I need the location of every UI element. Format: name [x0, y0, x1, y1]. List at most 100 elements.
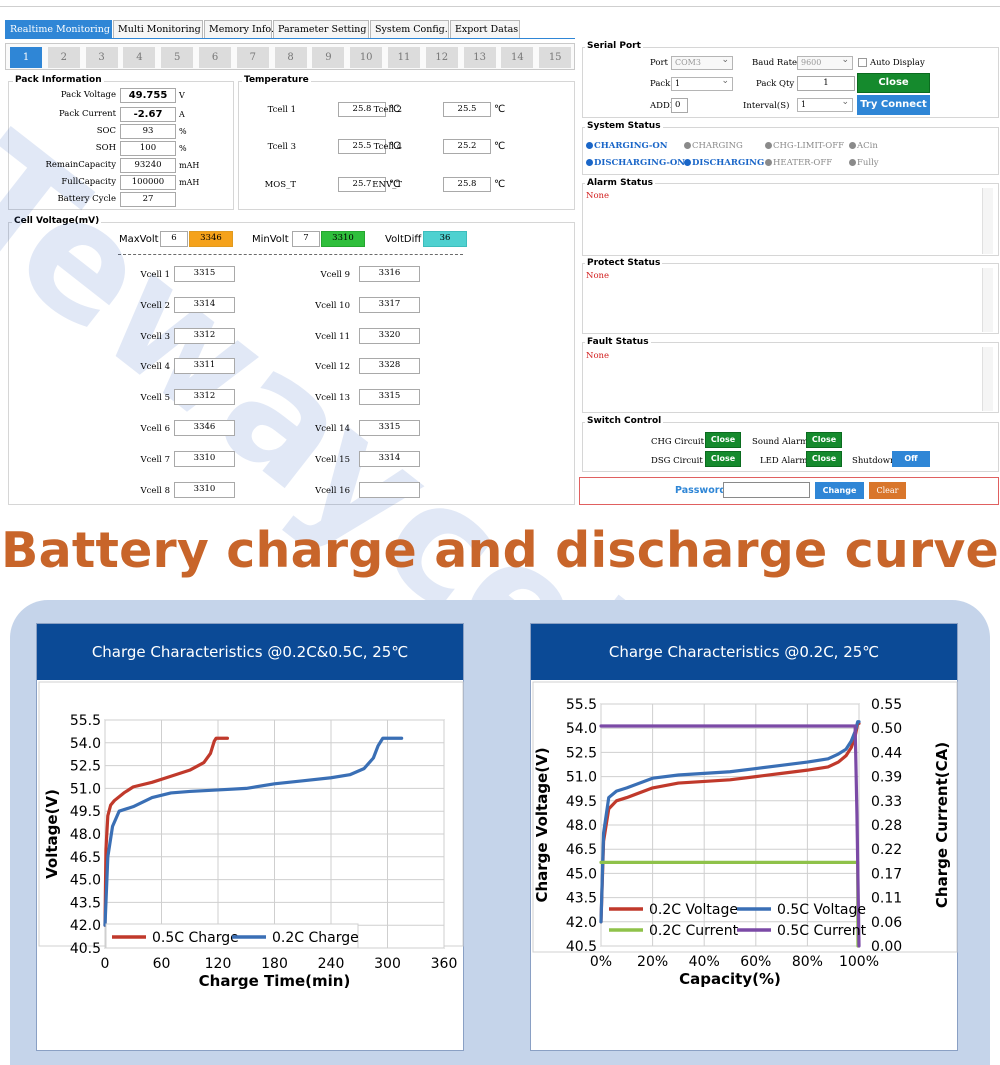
- vcell-6-value: 3346: [174, 420, 235, 436]
- interval-select[interactable]: 1: [797, 96, 853, 112]
- led-alarm-button[interactable]: Close: [806, 451, 842, 467]
- legend-label: 0.2C Current: [649, 923, 739, 939]
- pack-tab-3[interactable]: 3: [85, 47, 118, 68]
- alarm-scrollbar[interactable]: [982, 188, 993, 254]
- vcell-3-label: Vcell 3: [140, 331, 170, 342]
- tcell-1-value: 25.8: [338, 102, 386, 117]
- y2-tick-label: 0.33: [871, 794, 902, 810]
- change-password-button[interactable]: Change: [815, 482, 864, 499]
- shutdown-button[interactable]: Off: [892, 451, 930, 467]
- status-dot-icon: [586, 159, 593, 166]
- y-tick-label: 52.5: [70, 759, 101, 775]
- port-select[interactable]: COM3: [671, 54, 733, 70]
- y2-tick-label: 0.17: [871, 866, 902, 882]
- legend-label: 0.5C Current: [777, 923, 867, 939]
- tab-realtime-monitoring[interactable]: Realtime Monitoring: [5, 20, 112, 38]
- pack-tab-1[interactable]: 1: [10, 47, 42, 68]
- soh-label: SOH: [95, 143, 116, 153]
- chart-right-title: Charge Characteristics @0.2C, 25℃: [531, 624, 957, 680]
- cell-voltage-group: [8, 222, 575, 505]
- legend: 0.5C Charge 0.2C Charge: [105, 923, 359, 949]
- vcell-14-label: Vcell 14: [315, 424, 350, 434]
- tcell-3-unit: ℃: [389, 141, 401, 152]
- chart-right: 40.5 42.0 43.5 45.0 46.5 48.0 49.5 51.0 52.5 54.0…: [532, 681, 958, 988]
- pack-tab-12[interactable]: 12: [425, 47, 458, 68]
- vcell-1-label: Vcell 1: [140, 270, 170, 280]
- fault-status-title: Fault Status: [585, 337, 651, 347]
- vcell-12-label: Vcell 12: [315, 362, 350, 373]
- tab-parameter-setting[interactable]: Parameter Setting: [273, 20, 369, 38]
- vcell-11-value: 3320: [359, 327, 420, 344]
- pack-qty-input[interactable]: 1: [797, 76, 855, 91]
- y2-tick-label: 0.06: [871, 915, 902, 931]
- addr-input[interactable]: 0: [671, 98, 688, 113]
- vcell-9-label: Vcell 9: [320, 270, 350, 280]
- password-input[interactable]: [723, 482, 810, 498]
- y-tick-label: 48.0: [566, 818, 597, 834]
- pack-tab-2[interactable]: 2: [47, 47, 80, 68]
- status-text: DISCHARGING-ON: [594, 158, 686, 168]
- password-label: Password: [675, 485, 727, 496]
- chg-circuit-button[interactable]: Close: [705, 432, 741, 448]
- pack-tab-7[interactable]: 7: [236, 47, 269, 68]
- status-discharging: DISCHARGING: [684, 158, 764, 168]
- pack-tab-5[interactable]: 5: [161, 47, 194, 68]
- volt-diff-label: VoltDiff: [385, 234, 422, 245]
- clear-password-button[interactable]: Clear: [869, 482, 906, 499]
- chg-circuit-label: CHG Circuit: [651, 437, 705, 447]
- page-heading: Battery charge and discharge curve: [1, 522, 999, 579]
- auto-display-label: Auto Display: [870, 58, 925, 68]
- tab-export-datas[interactable]: Export Datas: [450, 20, 520, 38]
- switch-control-title: Switch Control: [585, 416, 664, 426]
- pack-tab-13[interactable]: 13: [463, 47, 496, 68]
- serial-port-group: [582, 47, 999, 118]
- series-line-0-5c-voltage: [599, 720, 861, 924]
- status-heater-off: HEATER-OFF: [765, 158, 832, 168]
- tab-underline: [5, 38, 575, 39]
- pack-tab-9[interactable]: 9: [312, 47, 345, 68]
- pack-tab-6[interactable]: 6: [199, 47, 231, 68]
- tab-multi-monitoring[interactable]: Multi Monitoring: [113, 20, 203, 38]
- pack-current-unit: A: [179, 110, 185, 119]
- x-tick-label: 240: [318, 956, 345, 972]
- vcell-15-value: 3314: [359, 450, 420, 467]
- vcell-2-label: Vcell 2: [140, 300, 170, 311]
- dsg-circuit-button[interactable]: Close: [705, 451, 741, 467]
- try-connect-button[interactable]: Try Connect: [857, 95, 930, 115]
- pack-tab-11[interactable]: 11: [388, 47, 420, 68]
- pack-tab-15[interactable]: 15: [539, 47, 572, 68]
- protect-scrollbar[interactable]: [982, 268, 993, 332]
- x-axis-label: Charge Time(min): [199, 972, 351, 990]
- pack-voltage-label: Pack Voltage: [60, 90, 116, 100]
- tcell-3-label: Tcell 3: [267, 142, 296, 152]
- pack-voltage-unit: V: [179, 91, 185, 100]
- pack-tab-10[interactable]: 10: [350, 47, 383, 68]
- vcell-7-label: Vcell 7: [140, 454, 170, 465]
- tab-system-config[interactable]: System Config.: [370, 20, 449, 38]
- baud-rate-select[interactable]: 9600: [797, 54, 853, 70]
- led-alarm-label: LED Alarm: [760, 456, 808, 466]
- soc-label: SOC: [96, 126, 116, 136]
- y-tick-label: 51.0: [566, 770, 597, 786]
- vcell-11-label: Vcell 11: [315, 331, 350, 342]
- env-t-value: 25.8: [443, 177, 491, 192]
- y-tick-label: 55.5: [70, 713, 101, 729]
- pack-select[interactable]: 1: [671, 75, 733, 91]
- pack-tab-14[interactable]: 14: [501, 47, 534, 68]
- close-port-button[interactable]: Close: [857, 73, 930, 93]
- x-tick-label: 0%: [590, 954, 612, 970]
- auto-display-checkbox[interactable]: [858, 58, 867, 67]
- env-t-unit: ℃: [494, 179, 506, 190]
- sound-alarm-button[interactable]: Close: [806, 432, 842, 448]
- password-group: [579, 477, 999, 505]
- pack-tab-8[interactable]: 8: [274, 47, 307, 68]
- tcell-3-value: 25.5: [338, 139, 386, 154]
- interval-label: Interval(S): [743, 101, 790, 111]
- fault-scrollbar[interactable]: [982, 347, 993, 411]
- system-status-title: System Status: [585, 121, 663, 131]
- remaincapacity-unit: mAH: [179, 161, 200, 170]
- tab-memory-info[interactable]: Memory Info.: [204, 20, 274, 38]
- vcell-15-label: Vcell 15: [315, 454, 350, 465]
- pack-tab-4[interactable]: 4: [123, 47, 156, 68]
- status-dot-icon: [684, 142, 691, 149]
